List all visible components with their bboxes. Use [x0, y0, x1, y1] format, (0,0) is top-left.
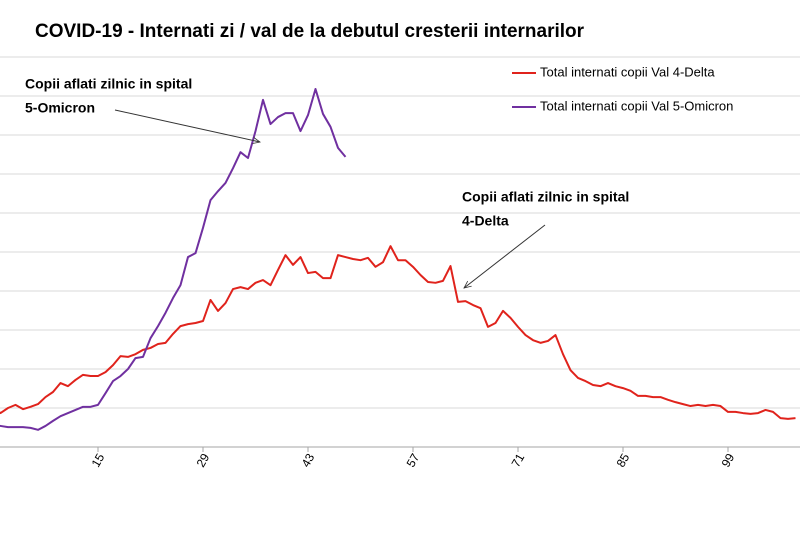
annotation-text: Copii aflati zilnic in spital [25, 76, 192, 92]
series-line [0, 245, 796, 420]
chart-title: COVID-19 - Internati zi / val de la debu… [35, 21, 585, 42]
annotation-arrow [464, 224, 546, 288]
annotation-text: 4-Delta [462, 213, 509, 229]
legend-label: Total internati copii Val 5-Omicron [540, 98, 733, 113]
annotation-text: Copii aflati zilnic in spital [462, 189, 629, 205]
x-tick-label: 71 [509, 451, 528, 470]
x-tick-label: 85 [614, 451, 633, 470]
x-tick-label: 1 [0, 451, 3, 464]
x-tick-label: 29 [194, 451, 213, 470]
x-tick-label: 15 [89, 451, 108, 470]
x-tick-label: 99 [719, 451, 738, 470]
x-tick-label: 57 [404, 451, 423, 470]
series-line [0, 87, 347, 431]
annotation-text: 5-Omicron [25, 100, 95, 116]
legend-label: Total internati copii Val 4-Delta [540, 64, 715, 79]
annotation-arrow [114, 109, 260, 142]
x-tick-label: 43 [299, 451, 318, 470]
